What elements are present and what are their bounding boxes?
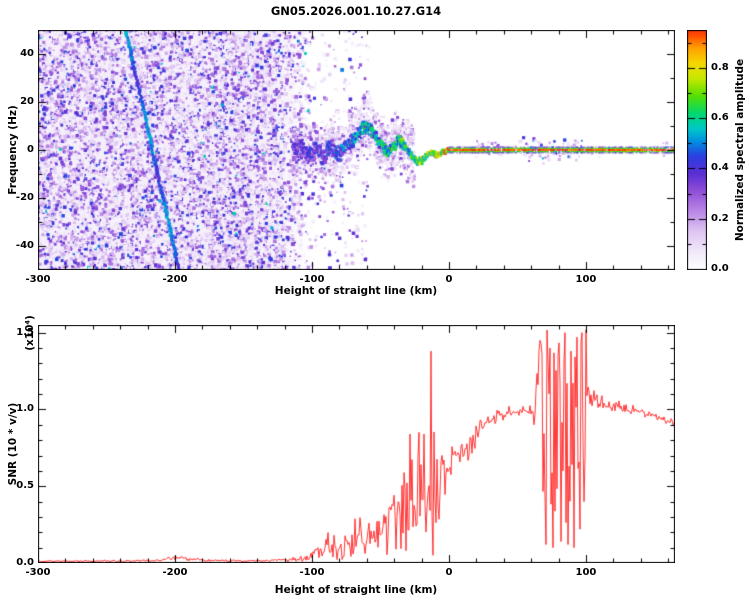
snr-x-tick-label: 100 <box>575 567 597 578</box>
snr-x-tick-label: -200 <box>162 567 188 578</box>
spectrogram-x-tick-label: -100 <box>299 274 325 285</box>
colorbar-canvas <box>687 30 707 270</box>
spectrogram-y-tick-label: -40 <box>15 240 34 251</box>
snr-canvas <box>38 325 675 563</box>
spectrogram-canvas <box>38 30 675 270</box>
spectrogram-y-tick-label: -20 <box>15 192 34 203</box>
spectrogram-y-tick-label: 40 <box>20 48 34 59</box>
spectrogram-y-tick-label: 20 <box>20 96 34 107</box>
spectrogram-x-tick-label: 100 <box>575 274 597 285</box>
snr-x-tick-label: -300 <box>25 567 51 578</box>
snr-x-tick-label: 0 <box>445 567 453 578</box>
snr-y-tick-label: 1.5 <box>16 326 34 338</box>
spectrogram-x-tick-label: 0 <box>445 274 453 285</box>
colorbar-axis-label: Normalized spectral amplitude <box>734 58 746 242</box>
spectrogram-x-tick-label: -200 <box>162 274 188 285</box>
snr-y-tick-label: 0.5 <box>16 480 34 492</box>
colorbar-tick-label: 0.2 <box>711 212 729 224</box>
snr-x-tick-label: -100 <box>299 567 325 578</box>
colorbar-tick-label: 0.8 <box>711 61 729 73</box>
colorbar-tick-label: 0.0 <box>711 263 729 274</box>
spectrogram-x-tick-label: -300 <box>25 274 51 285</box>
snr-y-tick-label: 0.0 <box>16 557 34 568</box>
snr-y-tick-label: 1.0 <box>16 403 34 415</box>
colorbar-tick-label: 0.6 <box>711 112 729 124</box>
colorbar-tick-label: 0.4 <box>711 162 729 174</box>
spectrogram-x-axis-label: Height of straight line (km) <box>274 285 438 297</box>
snr-x-axis-label: Height of straight line (km) <box>274 584 438 596</box>
page-title: GN05.2026.001.10.27.G14 <box>270 4 442 18</box>
spectrogram-y-tick-label: 0 <box>27 144 34 155</box>
